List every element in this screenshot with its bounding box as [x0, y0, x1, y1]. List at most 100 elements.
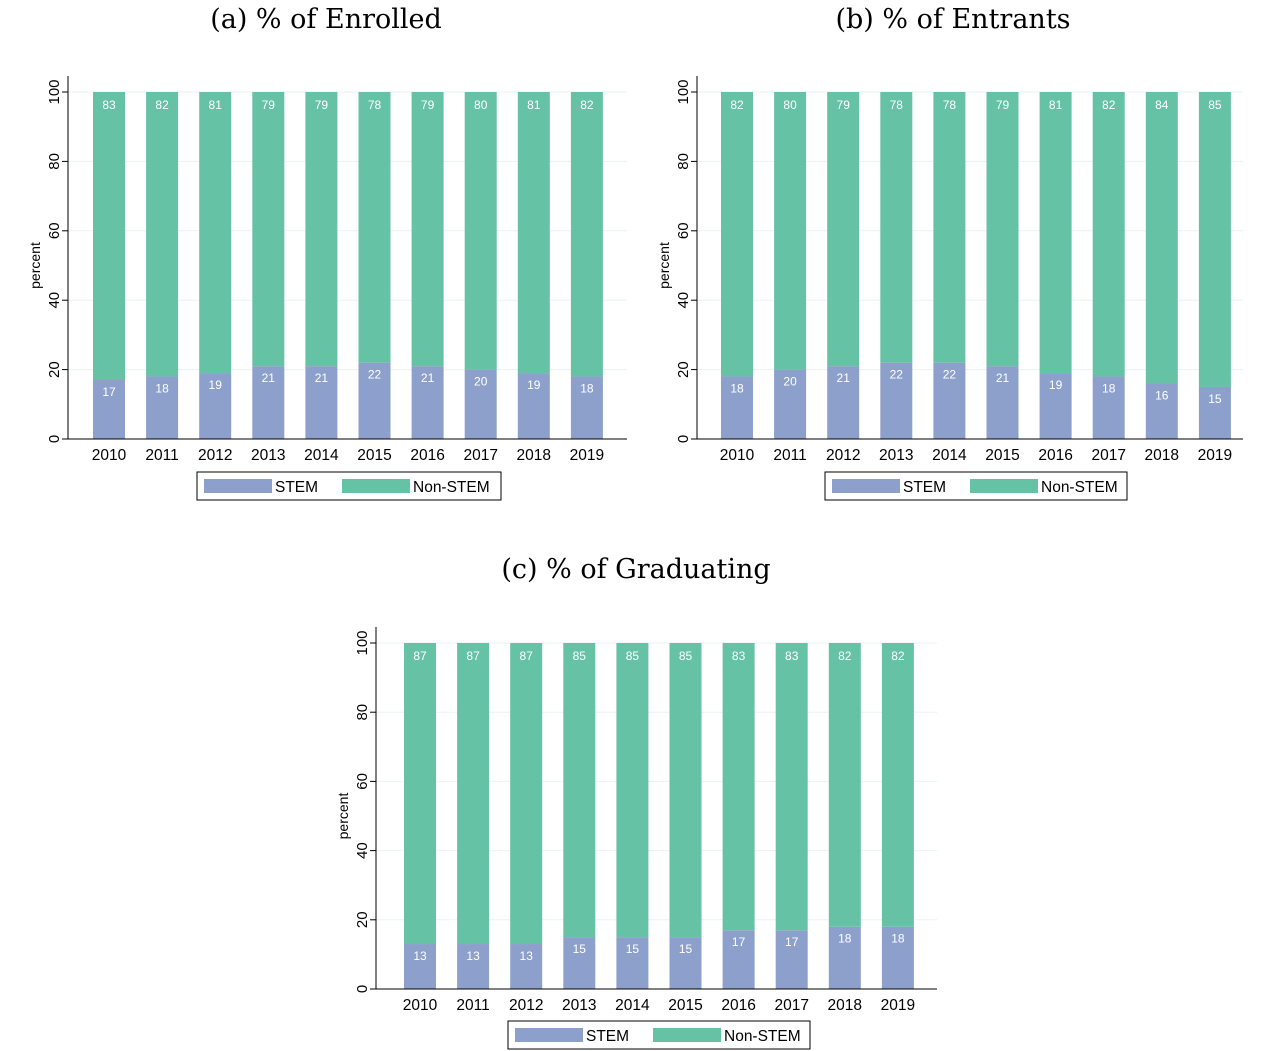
bar-stem — [1198, 386, 1231, 439]
x-tick-label: 2010 — [720, 447, 755, 464]
legend-label-non-stem: Non-STEM — [1041, 479, 1118, 496]
x-tick-label: 2010 — [92, 447, 127, 464]
data-label-non-stem: 85 — [1208, 98, 1222, 112]
bar-non-stem — [933, 92, 966, 363]
data-label-stem: 18 — [580, 382, 594, 396]
x-tick-label: 2014 — [615, 997, 650, 1014]
data-label-non-stem: 84 — [1155, 98, 1169, 112]
data-label-stem: 21 — [262, 371, 276, 385]
bar-non-stem — [669, 643, 702, 938]
legend-swatch-stem — [204, 479, 272, 493]
data-label-stem: 19 — [1049, 378, 1063, 392]
data-label-stem: 20 — [474, 375, 488, 389]
data-label-stem: 19 — [209, 378, 223, 392]
x-tick-label: 2016 — [721, 997, 755, 1014]
y-tick-label: 60 — [354, 773, 371, 790]
y-tick-label: 80 — [354, 704, 371, 721]
bar-non-stem — [305, 92, 338, 367]
legend-swatch-non-stem — [970, 479, 1038, 493]
y-tick-label: 80 — [675, 153, 692, 170]
bar-stem — [828, 926, 861, 989]
y-tick-label: 40 — [354, 842, 371, 859]
data-label-non-stem: 79 — [421, 98, 435, 112]
legend-label-non-stem: Non-STEM — [724, 1028, 801, 1045]
data-label-stem: 21 — [996, 371, 1010, 385]
y-tick-label: 0 — [675, 435, 692, 443]
legend-swatch-non-stem — [653, 1028, 721, 1042]
data-label-non-stem: 82 — [580, 98, 594, 112]
bar-non-stem — [199, 92, 232, 374]
bar-non-stem — [1198, 92, 1231, 387]
bar-stem — [457, 944, 490, 989]
x-tick-label: 2018 — [828, 997, 862, 1014]
legend: STEM Non-STEM — [507, 1020, 811, 1050]
bar-non-stem — [880, 92, 913, 363]
bar-non-stem — [457, 643, 490, 945]
y-axis-label: percent — [335, 793, 351, 840]
data-label-non-stem: 82 — [155, 98, 169, 112]
y-tick-label: 100 — [675, 79, 692, 104]
bar-non-stem — [404, 643, 436, 945]
bar-non-stem — [827, 92, 860, 367]
bar-stem — [880, 362, 913, 439]
x-tick-label: 2017 — [463, 447, 497, 464]
bar-stem — [464, 369, 497, 439]
bar-stem — [358, 362, 391, 439]
data-label-non-stem: 85 — [573, 649, 587, 663]
data-label-non-stem: 87 — [466, 649, 480, 663]
bar-non-stem — [1092, 92, 1125, 377]
bar-non-stem — [464, 92, 497, 370]
bar-non-stem — [774, 92, 807, 370]
data-label-non-stem: 81 — [527, 98, 541, 112]
x-tick-label: 2019 — [881, 997, 915, 1014]
data-label-stem: 21 — [421, 371, 435, 385]
x-tick-label: 2011 — [773, 447, 806, 464]
legend-swatch-stem — [832, 479, 900, 493]
data-label-non-stem: 80 — [474, 98, 488, 112]
bar-stem — [827, 366, 860, 439]
bar-non-stem — [722, 643, 755, 931]
data-label-non-stem: 85 — [626, 649, 640, 663]
bar-non-stem — [775, 643, 808, 931]
data-label-stem: 15 — [679, 942, 693, 956]
data-label-stem: 17 — [102, 385, 116, 399]
bar-stem — [881, 926, 914, 989]
bar-stem — [93, 380, 125, 439]
x-tick-label: 2019 — [1198, 447, 1232, 464]
data-label-non-stem: 87 — [413, 649, 427, 663]
data-label-non-stem: 81 — [209, 98, 223, 112]
x-tick-label: 2018 — [1145, 447, 1179, 464]
bar-stem — [933, 362, 966, 439]
bar-stem — [563, 937, 596, 989]
bar-stem — [986, 366, 1019, 439]
data-label-non-stem: 82 — [730, 98, 744, 112]
x-tick-label: 2014 — [932, 447, 967, 464]
x-tick-label: 2014 — [304, 447, 339, 464]
y-tick-label: 100 — [46, 79, 63, 104]
bar-non-stem — [93, 92, 125, 381]
data-label-non-stem: 83 — [785, 649, 799, 663]
bar-stem — [722, 930, 755, 989]
bar-stem — [1145, 383, 1178, 439]
y-tick-label: 20 — [354, 911, 371, 928]
data-label-non-stem: 85 — [679, 649, 693, 663]
bar-non-stem — [986, 92, 1019, 367]
data-label-stem: 18 — [891, 932, 905, 946]
data-label-stem: 18 — [838, 932, 852, 946]
legend-swatch-non-stem — [342, 479, 410, 493]
x-tick-label: 2015 — [985, 447, 1019, 464]
y-tick-label: 40 — [675, 292, 692, 309]
x-tick-label: 2016 — [1038, 447, 1072, 464]
bar-non-stem — [881, 643, 914, 927]
chart-title: (b) % of Entrants — [835, 4, 1070, 35]
data-label-stem: 21 — [837, 371, 851, 385]
bar-stem — [252, 366, 285, 439]
data-label-non-stem: 81 — [1049, 98, 1063, 112]
data-label-stem: 15 — [1208, 392, 1222, 406]
x-tick-label: 2010 — [403, 997, 438, 1014]
data-label-stem: 21 — [315, 371, 329, 385]
x-tick-label: 2011 — [456, 997, 489, 1014]
y-tick-label: 0 — [354, 985, 371, 993]
data-label-non-stem: 83 — [102, 98, 116, 112]
